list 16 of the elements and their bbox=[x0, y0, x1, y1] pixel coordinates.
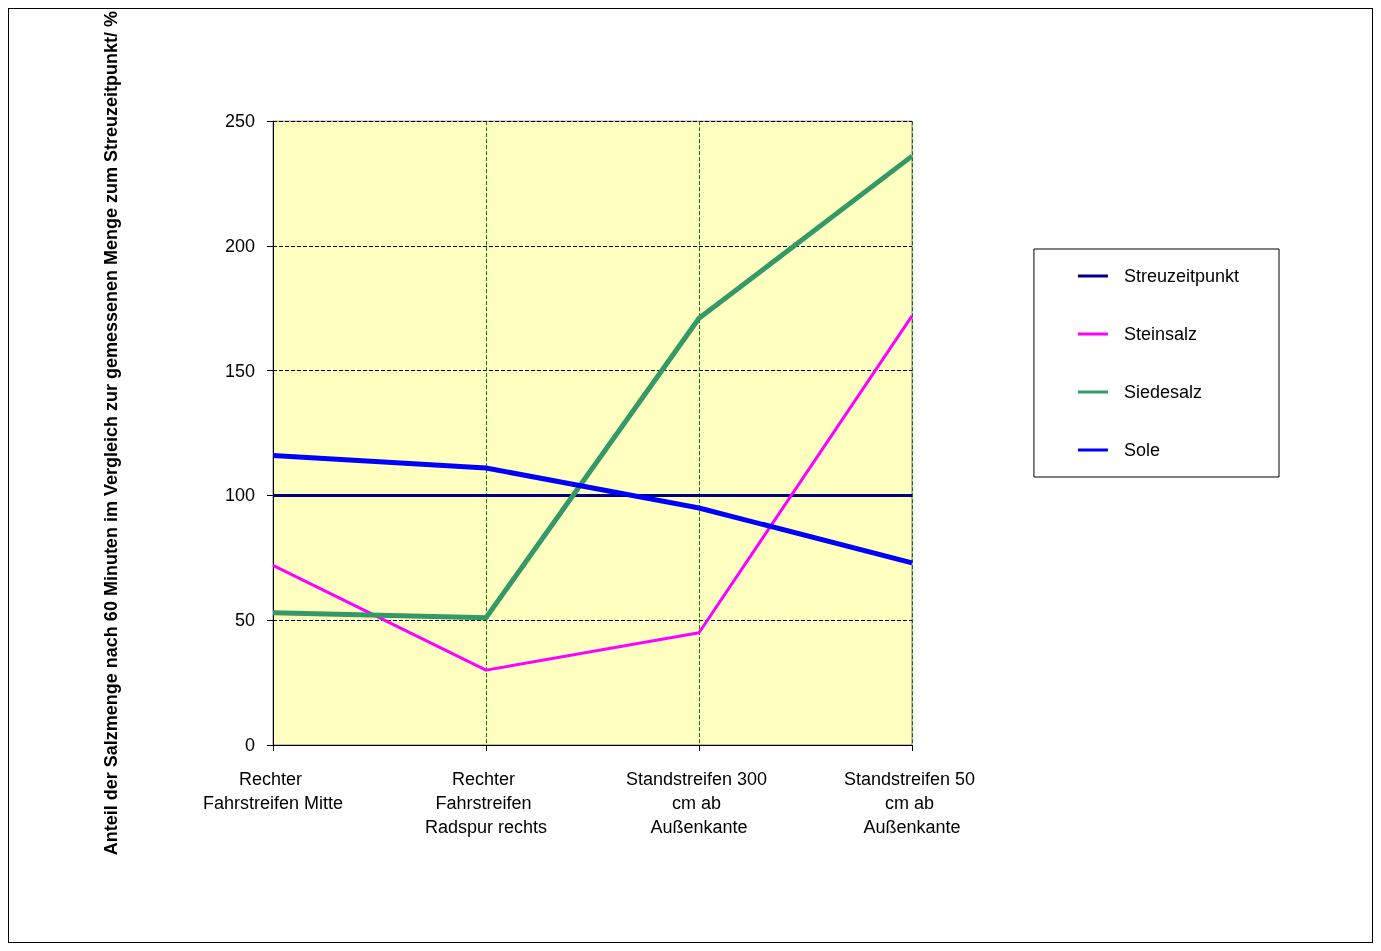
legend-label: Siedesalz bbox=[1123, 382, 1202, 402]
line-series bbox=[271, 314, 914, 672]
y-tick-label: 100 bbox=[224, 485, 255, 506]
y-tick-label: 0 bbox=[244, 735, 255, 755]
y-tick-label: 50 bbox=[234, 610, 255, 631]
y-tick-label: 200 bbox=[224, 235, 255, 256]
legend-label: Streuzeitpunkt bbox=[1123, 266, 1240, 286]
x-tick-label: Standstreifen 50 cm ab Außenkante bbox=[843, 769, 981, 837]
legend-label: Sole bbox=[1123, 440, 1160, 460]
legend-label: Steinsalz bbox=[1123, 324, 1197, 344]
x-tick-label: Standstreifen 300 cm ab Außenkante bbox=[625, 769, 773, 837]
x-tick-label: Rechter Fahrstreifen Radspur rechts bbox=[424, 769, 548, 837]
y-tick-label: 250 bbox=[224, 111, 255, 132]
x-tick-label: Rechter Fahrstreifen Mitte bbox=[202, 769, 344, 813]
y-tick-label: 150 bbox=[224, 360, 255, 381]
y-axis-title: Anteil der Salzmenge nach 60 Minuten im Vergleich zur gemessenen Menge zum Streuzeitpunkt/ % bbox=[101, 11, 121, 856]
